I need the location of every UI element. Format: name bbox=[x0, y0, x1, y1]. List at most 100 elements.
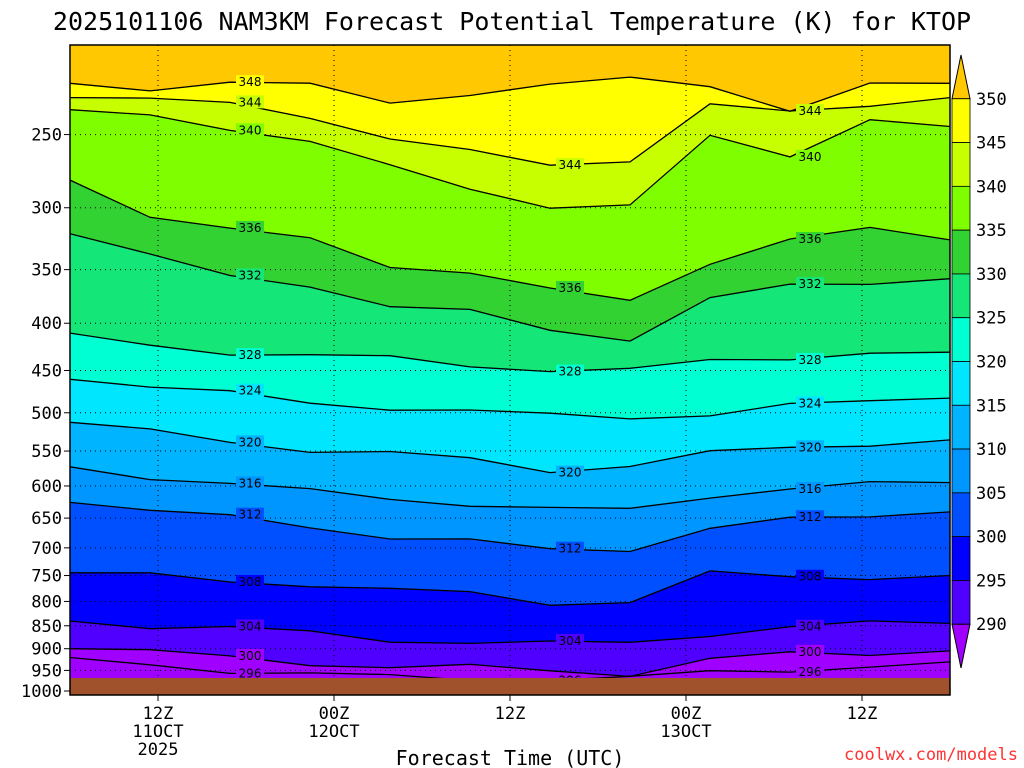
contour-label: 324 bbox=[239, 384, 262, 398]
contour-label-bg bbox=[236, 268, 264, 282]
y-tick-label: 900 bbox=[31, 640, 62, 660]
contour-label: 316 bbox=[799, 482, 822, 496]
colorbar-label: 330 bbox=[976, 265, 1007, 285]
contour-label: 300 bbox=[799, 645, 822, 659]
y-tick-label: 600 bbox=[31, 477, 62, 497]
colorbar-label: 295 bbox=[976, 571, 1007, 591]
y-tick-label: 400 bbox=[31, 314, 62, 334]
colorbar-label: 345 bbox=[976, 134, 1007, 154]
colorbar-swatch bbox=[951, 229, 971, 275]
colorbar-swatch bbox=[951, 536, 971, 581]
x-tick-label: 12OCT bbox=[308, 722, 359, 742]
contour-label: 328 bbox=[239, 348, 262, 362]
colorbar-swatch bbox=[951, 580, 971, 625]
contour-label: 304 bbox=[239, 619, 262, 633]
contour-label-bg bbox=[236, 123, 264, 137]
contour-label-bg bbox=[236, 648, 264, 662]
contour-label-bg bbox=[556, 364, 584, 378]
colorbar-swatch bbox=[951, 273, 971, 319]
contour-label: 332 bbox=[239, 268, 262, 282]
contour-label-bg bbox=[236, 348, 264, 362]
contour-label-bg bbox=[796, 440, 824, 454]
contour-label: 304 bbox=[799, 620, 822, 634]
contour-label: 316 bbox=[239, 476, 262, 490]
contour-label-bg bbox=[796, 481, 824, 495]
colorbar-arrow-top bbox=[951, 54, 971, 100]
contour-lines: 3483483443443443403403363363363323323283… bbox=[70, 75, 950, 688]
y-tick-label: 750 bbox=[31, 567, 62, 587]
y-tick-label: 300 bbox=[31, 199, 62, 219]
x-tick-label: 12Z bbox=[847, 704, 878, 724]
contour-label: 300 bbox=[239, 649, 262, 663]
contour-label-bg bbox=[236, 95, 264, 109]
contour-label: 296 bbox=[799, 665, 822, 679]
contour-label-bg bbox=[236, 75, 264, 89]
contour-label-bg bbox=[236, 476, 264, 490]
x-tick-label: 12Z bbox=[143, 704, 174, 724]
contour-label-bg bbox=[236, 221, 264, 235]
y-tick-label: 950 bbox=[31, 661, 62, 681]
colorbar-swatch bbox=[951, 404, 971, 450]
contour-label-bg bbox=[796, 277, 824, 291]
credit-link[interactable]: coolwx.com/models bbox=[844, 745, 1018, 765]
contour-label-bg bbox=[236, 619, 264, 633]
contour-label: 328 bbox=[559, 365, 582, 379]
contour-label: 320 bbox=[799, 440, 822, 454]
contour-label: 328 bbox=[799, 353, 822, 367]
contour-label: 320 bbox=[239, 435, 262, 449]
colorbar-swatch bbox=[951, 98, 971, 143]
contour-label: 312 bbox=[559, 542, 582, 556]
contour-label: 340 bbox=[239, 123, 262, 137]
contour-label-bg bbox=[556, 541, 584, 555]
colorbar-swatch bbox=[951, 142, 971, 187]
contour-label: 340 bbox=[799, 150, 822, 164]
y-axis-labels: 250 300 350 400 450 500 550 600 650 700 750 800 850 9… bbox=[21, 126, 70, 702]
colorbar-swatch bbox=[951, 361, 971, 406]
contour-label: 304 bbox=[559, 634, 582, 648]
colorbar-label: 305 bbox=[976, 484, 1007, 504]
contour-label-bg bbox=[796, 665, 824, 679]
contour-label-bg bbox=[556, 633, 584, 647]
contour-label: 312 bbox=[799, 510, 822, 524]
contour-label: 296 bbox=[239, 666, 262, 680]
y-tick-label: 1000 bbox=[21, 682, 62, 702]
contour-label: 312 bbox=[239, 508, 262, 522]
contour-label: 344 bbox=[799, 104, 822, 118]
y-tick-label: 650 bbox=[31, 509, 62, 529]
y-tick-label: 550 bbox=[31, 442, 62, 462]
x-tick-label: 00Z bbox=[319, 704, 350, 724]
contour-label: 336 bbox=[799, 232, 822, 246]
contour-label-bg bbox=[236, 666, 264, 680]
contour-label: 348 bbox=[239, 75, 262, 89]
x-tick-label: 12Z bbox=[495, 704, 526, 724]
colorbar-label: 310 bbox=[976, 440, 1007, 460]
colorbar-swatch bbox=[951, 317, 971, 362]
x-tick-label: 11OCT bbox=[132, 722, 183, 742]
y-tick-label: 800 bbox=[31, 592, 62, 612]
colorbar-label: 340 bbox=[976, 177, 1007, 197]
contour-label: 308 bbox=[239, 575, 262, 589]
contour-label-bg bbox=[796, 619, 824, 633]
colorbar-arrow-bottom bbox=[951, 623, 971, 669]
contour-label-bg bbox=[796, 510, 824, 524]
colorbar-label: 320 bbox=[976, 353, 1007, 373]
colorbar-label: 350 bbox=[976, 90, 1007, 110]
colorbar-swatch bbox=[951, 448, 971, 494]
plot-area: 3483483443443443403403363363363323323283… bbox=[70, 45, 950, 695]
y-tick-label: 700 bbox=[31, 539, 62, 559]
colorbar-label: 325 bbox=[976, 309, 1007, 329]
y-tick-label: 450 bbox=[31, 361, 62, 381]
x-axis-title: Forecast Time (UTC) bbox=[396, 746, 625, 768]
colorbar-swatch bbox=[951, 492, 971, 538]
contour-label: 344 bbox=[239, 95, 262, 109]
ground-layer bbox=[70, 677, 950, 695]
colorbar-label: 335 bbox=[976, 221, 1007, 241]
colorbar-label: 300 bbox=[976, 528, 1007, 548]
contour-label-bg bbox=[796, 149, 824, 163]
contour-label: 324 bbox=[799, 396, 822, 410]
y-tick-label: 350 bbox=[31, 261, 62, 281]
colorbar: 350 345 340 335 330 325 320 315 310 305 300 295 290 bbox=[951, 54, 1007, 669]
x-tick-label: 13OCT bbox=[660, 722, 711, 742]
contour-label-bg bbox=[796, 232, 824, 246]
